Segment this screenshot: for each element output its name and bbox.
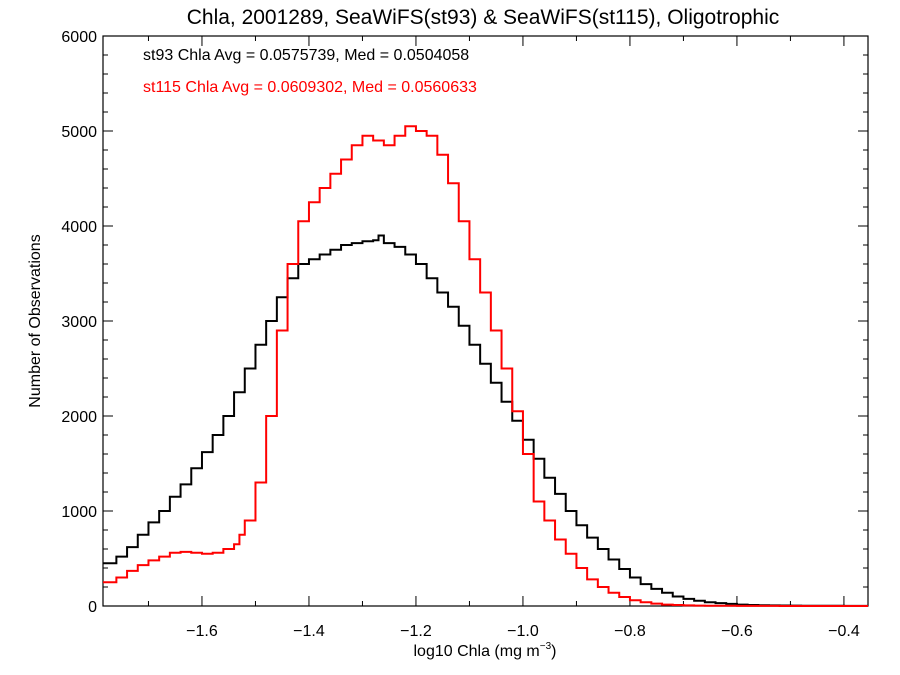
chart-title: Chla, 2001289, SeaWiFS(st93) & SeaWiFS(s… — [187, 6, 780, 29]
x-tick-label: −1.0 — [507, 623, 539, 640]
x-axis-label-sup: −3 — [540, 641, 552, 652]
x-tick-label: −0.8 — [614, 623, 646, 640]
x-tick-labels: −1.6 −1.4 −1.2 −1.0 −0.8 −0.6 −0.4 — [186, 623, 860, 640]
y-tick-label: 6000 — [61, 29, 97, 46]
x-tick-label: −1.6 — [186, 623, 218, 640]
axis-ticks — [103, 35, 868, 607]
y-tick-labels: 0 1000 2000 3000 4000 5000 6000 — [61, 29, 97, 616]
x-tick-label: −1.4 — [293, 623, 325, 640]
x-axis-label-main: log10 Chla (mg m — [413, 643, 539, 660]
y-tick-label: 2000 — [61, 409, 97, 426]
series-line-1 — [103, 125, 868, 607]
y-tick-label: 3000 — [61, 314, 97, 331]
y-tick-label: 0 — [88, 599, 97, 616]
plot-frame — [102, 35, 869, 607]
series-layer — [103, 125, 868, 607]
annotation-st115: st115 Chla Avg = 0.0609302, Med = 0.0560… — [143, 79, 477, 96]
x-tick-label: −0.6 — [721, 623, 753, 640]
y-tick-label: 4000 — [61, 219, 97, 236]
y-tick-label: 5000 — [61, 124, 97, 141]
x-tick-label: −1.2 — [400, 623, 432, 640]
y-axis-label: Number of Observations — [27, 234, 44, 407]
x-tick-label: −0.4 — [828, 623, 860, 640]
series-line-0 — [103, 234, 868, 607]
annotation-st93: st93 Chla Avg = 0.0575739, Med = 0.05040… — [143, 47, 469, 64]
x-axis-label-close: ) — [551, 643, 556, 660]
y-tick-label: 1000 — [61, 504, 97, 521]
x-axis-label: log10 Chla (mg m−3) — [413, 641, 556, 660]
